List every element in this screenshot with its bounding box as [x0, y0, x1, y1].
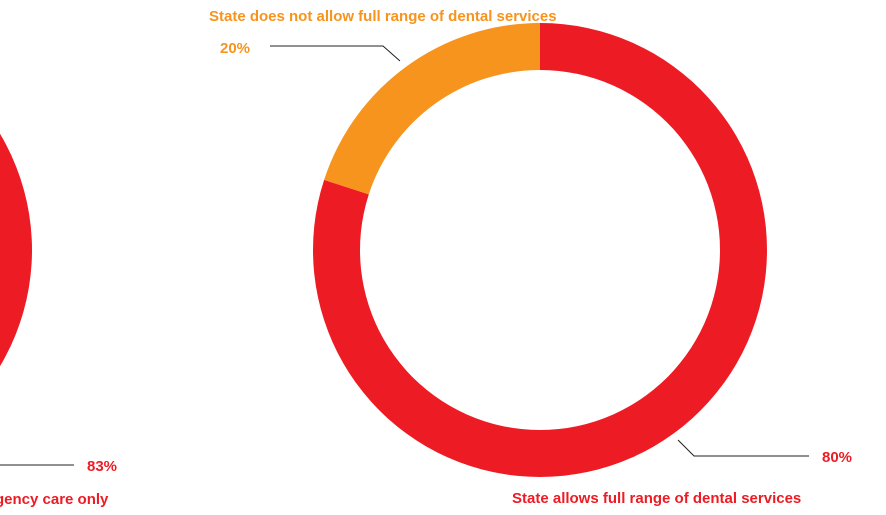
orange-leader-line — [270, 45, 401, 62]
red-value-label: 80% — [822, 449, 852, 466]
left-donut-chart — [0, 133, 32, 367]
orange-value-label: 20% — [220, 40, 250, 57]
left-value-label: 83% — [87, 458, 117, 475]
red-category-label: State allows full range of dental servic… — [512, 490, 801, 507]
right-donut-chart — [312, 23, 767, 477]
orange-category-label: State does not allow full range of denta… — [209, 8, 557, 25]
red-leader-line — [677, 439, 809, 457]
left-donut-slice-0 — [0, 133, 32, 367]
right-donut-slice-1 — [324, 23, 540, 195]
left-category-label: gency care only — [0, 491, 109, 508]
